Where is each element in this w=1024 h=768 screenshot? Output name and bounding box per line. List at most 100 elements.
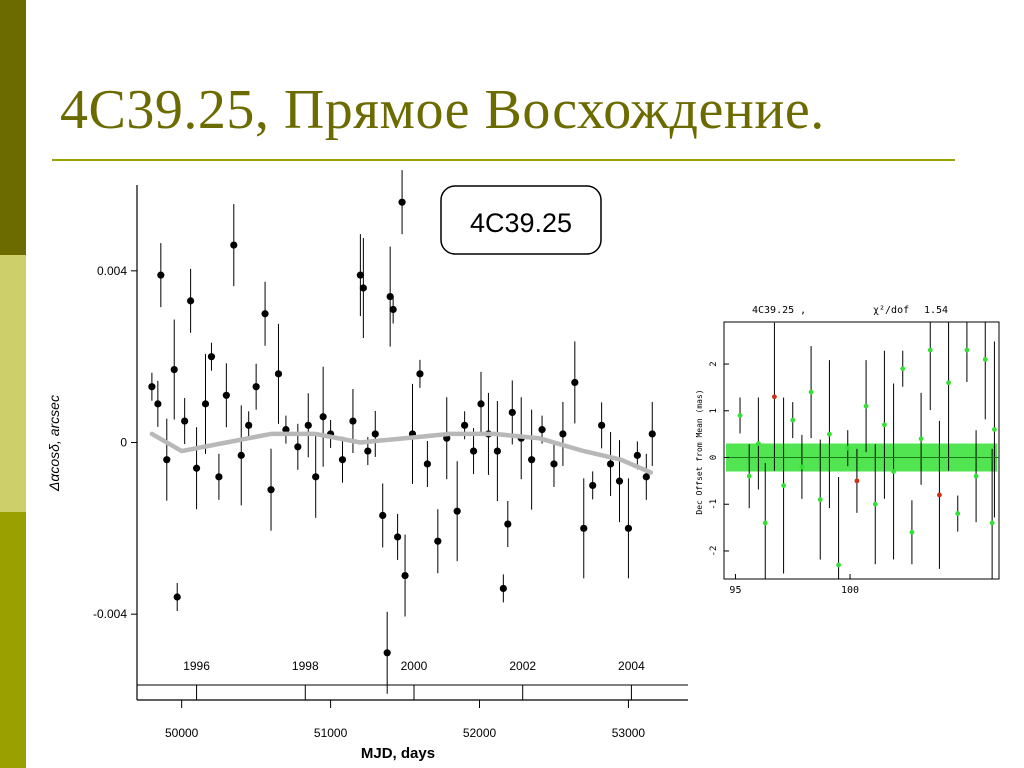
inset-data-point [863,403,869,409]
data-point [598,421,606,429]
inset-data-point [827,431,832,437]
inset-data-point [772,394,777,400]
side-strip-bottom [0,512,26,768]
year-tick-label: 2004 [618,659,645,673]
data-point [379,511,387,520]
data-point [416,370,424,378]
inset-data-point [817,497,823,502]
inset-data-point [918,436,924,442]
data-point [245,421,253,429]
inset-y-tick-label: -1 [709,499,719,510]
data-point [207,353,216,361]
inset-data-point [927,347,933,353]
data-point [230,241,238,249]
inset-data-point [808,389,814,395]
inset-data-point [989,520,995,526]
inset-stat-value: 1.54 [924,305,948,316]
inset-data-point [955,511,961,516]
data-point [192,464,201,472]
data-point [580,524,588,532]
data-point [222,391,230,399]
data-point [215,473,223,481]
inset-data-point [845,445,851,451]
year-tick-label: 1996 [183,659,210,673]
data-point [571,378,579,387]
data-point [338,456,347,464]
data-point [508,408,516,417]
data-point [252,383,260,391]
inset-data-point [992,427,997,432]
inset-title: 4C39.25 , [752,305,806,316]
inset-data-point [854,478,860,484]
inset-data-point [982,356,988,362]
data-point [559,430,567,438]
y-tick-label: -0.004 [93,607,127,621]
side-strip-middle [0,255,26,512]
inset-data-point [762,520,768,526]
data-point [349,417,357,425]
slide-title: 4C39.25, Прямое Восхождение. [60,79,825,141]
data-point [181,417,189,425]
data-point [261,310,269,318]
data-point [148,383,156,391]
data-point [267,486,275,494]
inset-y-axis-label: Dec Offset from Mean (mas) [695,389,704,514]
data-point [648,430,656,438]
data-point [398,198,406,206]
data-point [434,537,442,545]
data-point [201,400,210,408]
side-strip-top [0,0,26,255]
main-chart-axes: 0.004 0 -0.004 50000 51000 52000 53000 1996 1998… [93,264,645,740]
data-point [550,460,558,468]
chart-title: 4C39.25 [470,208,572,238]
inset-data-point [737,413,743,418]
data-point [615,477,624,485]
inset-data-point [799,464,805,470]
inset-x-tick-label: 100 [841,585,859,596]
data-point [187,297,195,305]
x-tick-label: 52000 [463,726,497,740]
inset-data-point [973,473,979,479]
data-point [386,292,394,301]
x-tick-label: 53000 [612,726,646,740]
inset-y-tick-label: 1 [709,408,719,413]
data-point [237,451,245,459]
data-point [163,456,171,464]
inset-data-point [964,347,970,353]
inset-chart-axes: 2 1 0 -1 -2 95 100 [709,361,859,596]
data-point [624,524,633,532]
data-point [528,456,536,464]
data-point [304,421,312,429]
data-point [389,305,397,314]
x-tick-label: 50000 [165,726,199,740]
chart-title-box: 4C39.25 [440,185,602,255]
data-point [461,421,469,429]
data-point [371,430,379,438]
title-divider [52,159,955,161]
inset-y-tick-label: 2 [709,361,719,366]
data-point [319,413,327,421]
inset-y-tick-label: 0 [709,455,719,460]
data-point [504,520,512,528]
x-tick-label: 51000 [314,726,348,740]
data-point [499,584,507,593]
inset-data-point [836,562,841,568]
y-tick-label: 0.004 [97,264,127,278]
data-point [312,473,320,481]
inset-data-point [909,529,915,535]
data-point [493,447,501,455]
x-axis-label: MJD, days [361,745,435,762]
inset-stat-label: χ²/dof [873,305,909,316]
inset-data-point [937,492,942,498]
data-point [157,271,165,279]
inset-data-point [900,366,906,372]
year-tick-label: 1998 [292,659,319,673]
trend-curve [149,431,654,475]
data-point [642,473,650,481]
y-axis-label: Δαcosδ, arcsec [46,395,62,492]
data-point [589,481,597,490]
inset-data-point [946,380,951,386]
main-chart-data [148,170,656,694]
